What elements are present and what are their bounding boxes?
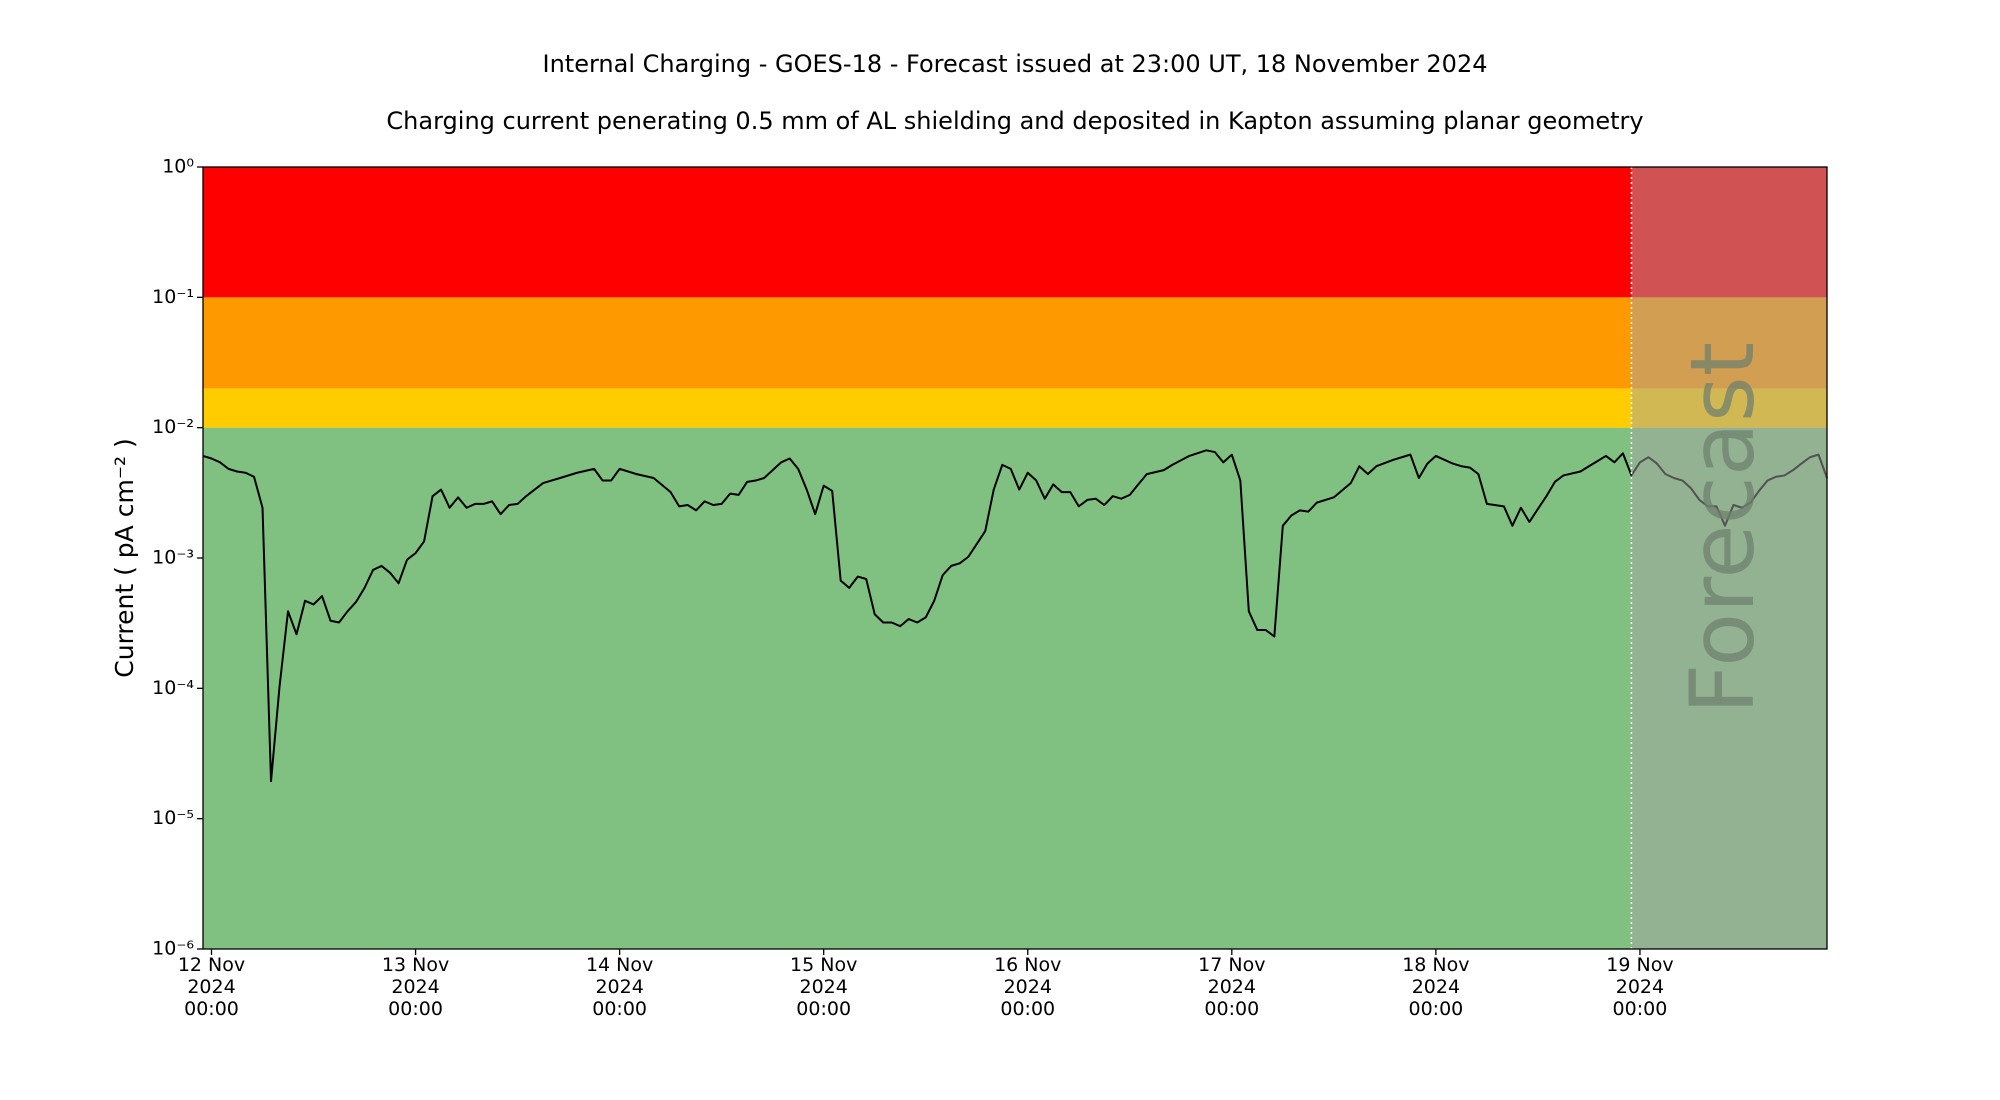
threshold-band — [203, 388, 1827, 428]
y-tick-label: 10⁰ — [162, 156, 194, 178]
chart-title: Internal Charging - GOES-18 - Forecast i… — [543, 50, 1488, 78]
x-tick-label: 13 Nov 2024 00:00 — [381, 954, 450, 1020]
x-tick-label: 16 Nov 2024 00:00 — [994, 954, 1062, 1020]
chart-subtitle: Charging current penerating 0.5 mm of AL… — [386, 107, 1643, 135]
x-tick-label: 18 Nov 2024 00:00 — [1402, 954, 1470, 1020]
x-tick-label: 19 Nov 2024 00:00 — [1606, 954, 1674, 1020]
y-tick-label: 10⁻⁴ — [152, 677, 194, 699]
y-tick-label: 10⁻⁵ — [152, 807, 194, 829]
y-tick-label: 10⁻¹ — [152, 286, 194, 308]
threshold-band — [203, 427, 1827, 950]
x-tick-label: 14 Nov 2024 00:00 — [585, 954, 654, 1020]
x-tick-label: 17 Nov 2024 00:00 — [1198, 954, 1266, 1020]
y-axis-label: Current ( pA cm⁻² ) — [110, 438, 139, 677]
threshold-band — [203, 297, 1827, 389]
y-tick-label: 10⁻⁶ — [152, 938, 194, 960]
x-tick-label: 12 Nov 2024 00:00 — [177, 954, 246, 1020]
forecast-label: Forecast — [1671, 342, 1774, 714]
y-tick-label: 10⁻³ — [152, 547, 194, 569]
data-line — [202, 449, 1828, 783]
x-tick-label: 15 Nov 2024 00:00 — [790, 954, 858, 1020]
y-tick-label: 10⁻² — [152, 416, 194, 438]
threshold-band — [203, 167, 1827, 298]
forecast-region — [1631, 167, 1827, 949]
